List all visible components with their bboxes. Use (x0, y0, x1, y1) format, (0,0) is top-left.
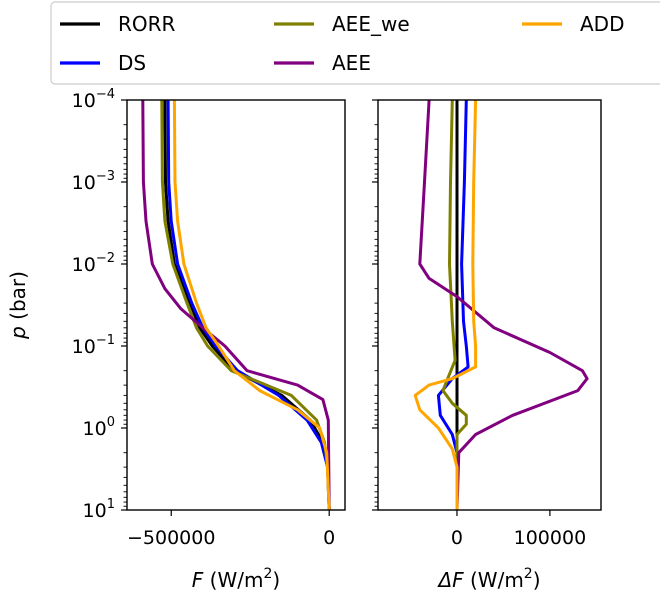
series-line-aee-we (441, 100, 468, 510)
series-line-ds (436, 100, 470, 510)
y-axis: 10−4 10−3 10−2 10−1 100 101 p (bar) (6, 87, 115, 522)
plot-frame (377, 99, 602, 511)
series-line-ds (166, 100, 331, 510)
legend-label-aee: AEE (332, 51, 371, 75)
y-tick-label: 10−2 (72, 251, 115, 276)
x-axis-label: ΔF (W/m2) (436, 566, 540, 592)
legend-label-rorr: RORR (118, 12, 176, 36)
plot-frame (126, 99, 346, 511)
y-tick-label: 100 (83, 415, 115, 440)
y-tick-label: 10−4 (72, 87, 115, 112)
legend-label-add: ADD (580, 12, 624, 36)
y-tick-label: 10−1 (72, 333, 115, 358)
y-tick-label: 101 (83, 497, 115, 522)
panel-delta-f: 0 100000 ΔF (W/m2) (372, 99, 602, 592)
legend-label-ds: DS (118, 51, 146, 75)
series-line-aee (418, 100, 589, 510)
y-axis-label: p (bar) (6, 271, 30, 340)
x-axis-label: F (W/m2) (192, 566, 280, 592)
series-line-aee-we (160, 100, 331, 510)
x-tick-label: −500000 (127, 527, 215, 549)
x-tick-label: 100000 (514, 527, 587, 549)
legend-label-aee-we: AEE_we (332, 12, 410, 36)
series-line-rorr (163, 100, 331, 510)
y-tick-label: 10−3 (72, 169, 115, 194)
x-tick-label: 0 (323, 527, 335, 549)
legend: RORR DS AEE_we AEE ADD (50, 1, 660, 85)
series-line-add (172, 100, 331, 510)
series-line-add (413, 100, 478, 510)
x-tick-label: 0 (451, 527, 463, 549)
legend-frame (50, 1, 660, 85)
series-line-aee (141, 100, 331, 510)
panel-f: −500000 0 F (W/m2) (121, 99, 346, 592)
